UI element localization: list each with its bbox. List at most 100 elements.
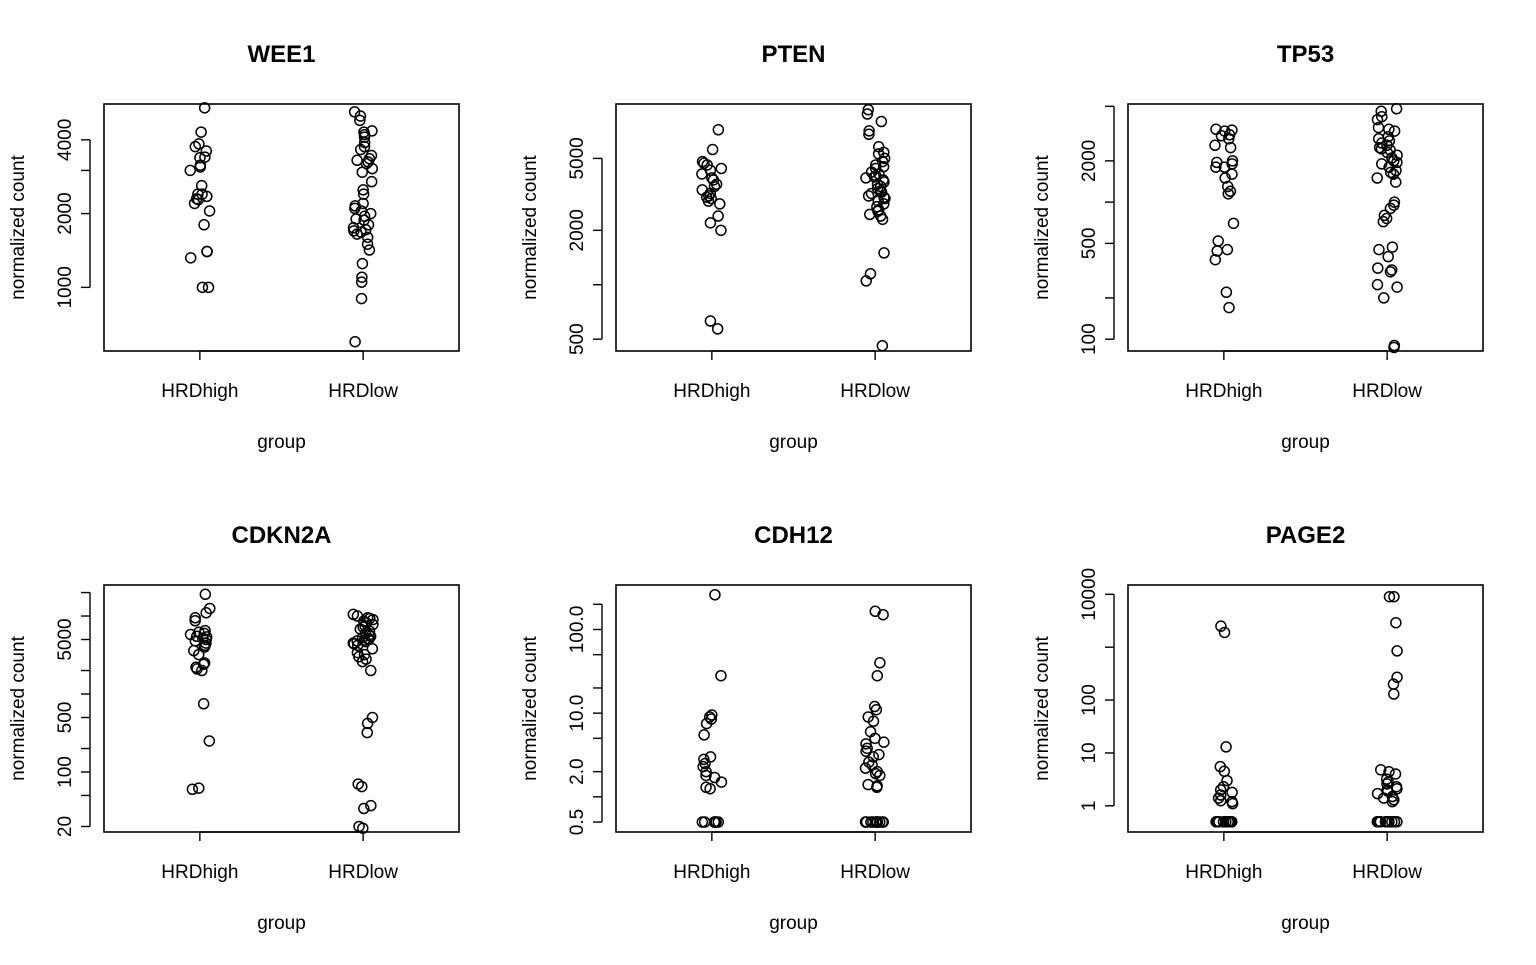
data-point-hrdhigh [715,776,728,788]
data-point-hrdhigh [1218,161,1231,173]
data-point-hrdlow [1371,113,1384,126]
data-point-hrdhigh [188,197,201,210]
data-point-hrdhigh [1218,626,1231,639]
y-axis-label: normalized count [8,154,29,299]
data-point-hrdlow [869,816,882,828]
y-axis-label: normalized count [520,635,541,780]
y-tick-label: 5000 [55,618,76,660]
data-point-hrdlow [878,247,890,259]
chart-title: TP53 [1277,41,1334,68]
data-point-hrdlow [1387,168,1400,180]
data-point-hrdlow [1391,645,1403,657]
data-point-hrdhigh [706,709,718,721]
data-point-hrdlow [1390,103,1403,115]
data-point-hrdhigh [1215,130,1228,142]
data-point-hrdlow [361,238,374,250]
data-point-hrdlow [1371,278,1384,291]
data-point-hrdlow [1374,816,1386,828]
data-point-hrdhigh [197,698,210,710]
data-point-hrdlow [357,184,369,196]
x-tick-label: HRDhigh [161,381,238,402]
x-axis-label: group [769,913,818,934]
data-point-hrdlow [1375,158,1388,170]
data-point-hrdlow [863,125,875,137]
data-point-hrdhigh [1211,245,1223,257]
y-tick-label: 4000 [55,119,76,161]
data-point-hrdlow [871,781,883,794]
x-tick-label: HRDlow [840,381,910,402]
data-point-hrdlow [863,756,875,768]
data-point-hrdlow [1372,262,1384,274]
data-point-hrdhigh [704,315,717,327]
data-point-hrdlow [362,633,375,646]
data-point-hrdlow [355,292,368,305]
x-tick-label: HRDhigh [1185,381,1262,402]
data-point-hrdhigh [704,751,717,763]
data-point-hrdhigh [696,816,709,828]
data-point-hrdlow [876,339,889,352]
x-axis-label: group [769,432,818,453]
y-tick-label: 10 [1079,742,1100,763]
data-point-hrdlow [870,703,883,716]
data-point-hrdlow [357,197,369,210]
data-point-hrdhigh [196,664,208,677]
data-point-hrdhigh [186,783,199,796]
data-point-hrdlow [1378,209,1391,222]
chart-title: CDH12 [754,522,833,549]
data-point-hrdhigh [1221,243,1234,256]
plot-frame [103,103,460,352]
data-point-hrdlow [875,115,888,128]
data-point-hrdlow [1379,816,1392,828]
plot-frame [1127,103,1484,352]
data-point-hrdlow [876,155,889,168]
data-point-hrdhigh [712,816,725,828]
data-point-hrdhigh [696,168,708,180]
data-point-hrdhigh [189,614,201,627]
data-point-hrdlow [1386,241,1399,253]
data-point-hrdhigh [189,140,202,153]
data-point-hrdhigh [1224,816,1236,828]
data-point-hrdlow [859,762,872,774]
data-point-hrdlow [1390,616,1402,629]
data-point-hrdlow [357,822,369,834]
data-point-hrdlow [365,664,377,677]
y-tick-label: 2000 [567,209,588,251]
data-point-hrdlow [864,208,876,221]
x-tick-label: HRDlow [1352,381,1422,402]
data-point-hrdlow [878,736,890,748]
data-point-hrdlow [1384,266,1397,278]
data-point-hrdhigh [703,711,716,723]
x-tick-label: HRDlow [328,381,398,402]
data-point-hrdlow [873,748,885,761]
data-point-hrdlow [356,257,369,270]
data-point-hrdlow [1386,795,1399,808]
data-point-hrdlow [354,110,367,122]
plot-frame [615,584,972,833]
data-point-hrdhigh [1226,797,1239,810]
data-point-hrdlow [860,172,872,184]
chart-title: PTEN [761,41,825,68]
data-point-hrdlow [1388,794,1400,806]
data-point-hrdlow [364,207,377,220]
data-point-hrdlow [1377,215,1390,228]
panel-tp53: TP53 group normalized count HRDhigh HRDlow 10… [1032,41,1484,453]
data-point-hrdhigh [1214,789,1227,801]
data-point-hrdhigh [1226,786,1238,799]
data-point-hrdlow [862,103,875,116]
data-point-hrdlow [1375,143,1388,155]
data-point-hrdlow [1378,292,1390,304]
data-point-hrdlow [365,799,377,812]
data-point-hrdlow [879,192,891,205]
data-point-hrdlow [361,726,373,739]
y-tick-label: 500 [567,323,588,355]
data-point-hrdlow [361,231,374,244]
data-point-hrdhigh [700,769,712,782]
data-point-hrdlow [1391,281,1403,293]
data-point-hrdlow [1390,176,1402,188]
data-point-hrdhigh [700,765,712,778]
y-tick-label: 2000 [1079,140,1100,182]
y-tick-label: 10.0 [567,695,588,732]
data-point-hrdhigh [704,782,716,795]
